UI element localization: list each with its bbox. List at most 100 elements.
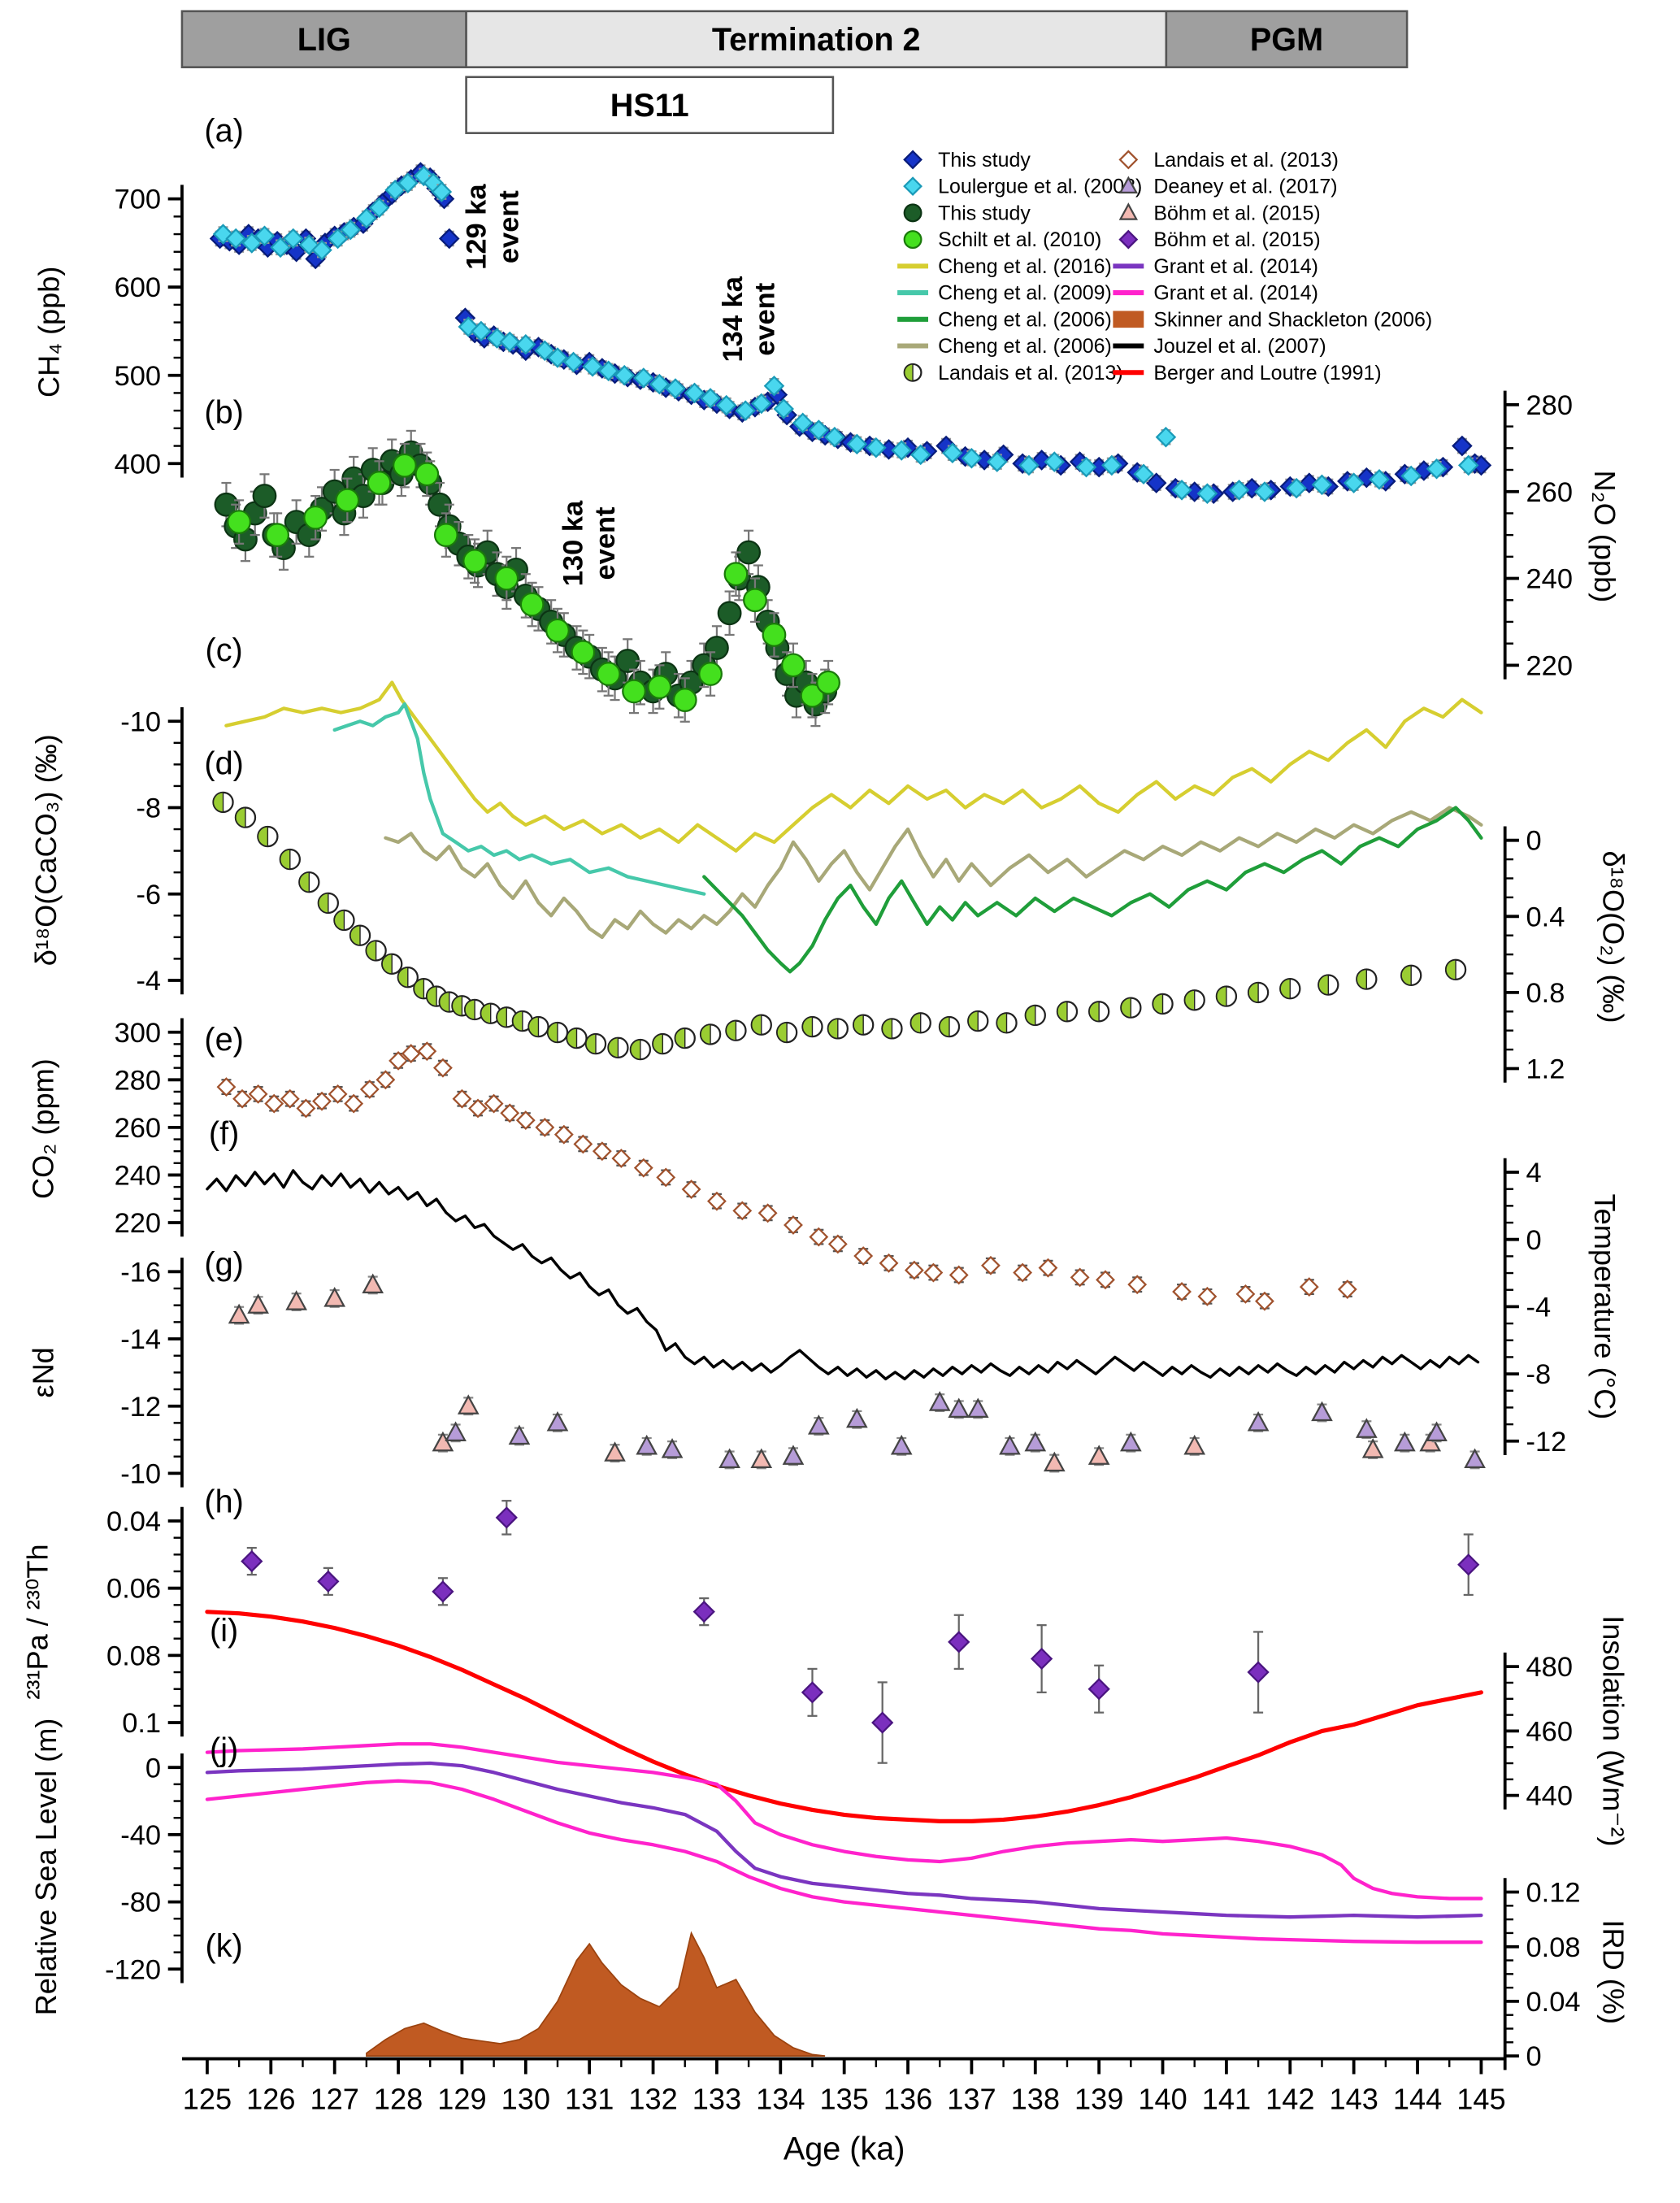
- svg-text:0.4: 0.4: [1526, 902, 1565, 932]
- period-bands: LIG Termination 2 PGM HS11: [180, 10, 1409, 134]
- series-pa-th-bohm-2015: [241, 1500, 1480, 1764]
- series-speleothem-cheng-2009: [332, 702, 706, 896]
- axis-ch4: 700 600 500 400 CH₄ (ppb): [32, 185, 184, 480]
- svg-text:N₂O (ppb): N₂O (ppb): [1588, 470, 1621, 602]
- svg-text:Age (ka): Age (ka): [784, 2131, 905, 2167]
- series-n2o-schilt-2010: [227, 442, 840, 723]
- svg-text:Insolation (Wm⁻²): Insolation (Wm⁻²): [1596, 1615, 1630, 1846]
- svg-text:IRD (%): IRD (%): [1596, 1919, 1630, 2024]
- svg-text:δ¹⁸O(O₂) (‰): δ¹⁸O(O₂) (‰): [1596, 851, 1630, 1023]
- svg-text:Loulergue et al. (2008): Loulergue et al. (2008): [938, 176, 1142, 198]
- axis-ird: 0.12 0.08 0.04 0 IRD (%): [1503, 1878, 1630, 2072]
- series-insolation-berger-loutre-1991: [205, 1610, 1483, 1823]
- series-speleothem-cheng-2006-green: [702, 806, 1483, 974]
- svg-text:CH₄ (ppb): CH₄ (ppb): [32, 267, 65, 398]
- svg-text:Berger and Loutre (1991): Berger and Loutre (1991): [1153, 362, 1381, 385]
- svg-text:260: 260: [115, 1113, 161, 1144]
- svg-text:event: event: [750, 282, 781, 356]
- svg-text:Jouzel et al. (2007): Jouzel et al. (2007): [1153, 335, 1326, 358]
- svg-text:0.1: 0.1: [122, 1708, 161, 1739]
- svg-text:Grant et al. (2014): Grant et al. (2014): [1153, 255, 1318, 278]
- svg-text:This study: This study: [938, 149, 1031, 172]
- axis-co2: 300 280 260 240 220 CO₂ (ppm): [26, 1018, 184, 1239]
- svg-text:-4: -4: [1526, 1292, 1552, 1323]
- svg-text:Landais et al. (2013): Landais et al. (2013): [1153, 149, 1339, 172]
- axis-end: -16 -14 -12 -10 εNd: [26, 1257, 184, 1489]
- svg-text:130 ka: 130 ka: [558, 500, 589, 586]
- svg-text:-10: -10: [120, 1458, 161, 1489]
- svg-text:136: 136: [883, 2083, 932, 2116]
- svg-text:132: 132: [628, 2083, 677, 2116]
- svg-text:480: 480: [1526, 1652, 1573, 1683]
- axis-temp: 4 0 -4 -8 -12 Temperature (°C): [1503, 1158, 1621, 1458]
- svg-text:-8: -8: [136, 793, 161, 824]
- svg-text:Termination 2: Termination 2: [712, 22, 921, 58]
- svg-text:0.06: 0.06: [106, 1574, 161, 1605]
- series-ch4-loulergue-2008: [212, 165, 1479, 504]
- axis-d18o2: 0 0.4 0.8 1.2 δ¹⁸O(O₂) (‰): [1503, 826, 1630, 1085]
- axis-insol: 480 460 440 Insolation (Wm⁻²): [1503, 1615, 1630, 1847]
- axis-rsl: 0 -40 -80 -120 Relative Sea Level (m): [29, 1719, 184, 2016]
- svg-text:PGM: PGM: [1250, 22, 1323, 58]
- svg-text:Relative Sea Level (m): Relative Sea Level (m): [29, 1719, 63, 2016]
- series-speleothem-cheng-2006-olive: [384, 806, 1483, 940]
- svg-text:280: 280: [115, 1065, 161, 1096]
- axis-d18occ: -10 -8 -6 -4 δ¹⁸O(CaCO₃) (‰): [29, 706, 184, 997]
- svg-text:500: 500: [115, 361, 161, 392]
- svg-text:-6: -6: [136, 880, 161, 910]
- series-temperature-jouzel-2007: [206, 1169, 1480, 1381]
- svg-text:LIG: LIG: [297, 22, 351, 58]
- svg-text:(h): (h): [204, 1484, 243, 1520]
- svg-text:Böhm et al. (2015): Böhm et al. (2015): [1153, 228, 1320, 251]
- svg-text:CO₂ (ppm): CO₂ (ppm): [26, 1058, 59, 1199]
- svg-text:400: 400: [115, 449, 161, 480]
- panel-labels: (a) (b) (c) (d) (e) (f) (g) (h) (i) (j) (k): [204, 113, 243, 1964]
- svg-text:700: 700: [115, 185, 161, 215]
- svg-text:0: 0: [1526, 826, 1542, 857]
- svg-text:εNd: εNd: [26, 1347, 59, 1397]
- svg-text:134: 134: [756, 2083, 805, 2116]
- svg-text:460: 460: [1526, 1716, 1573, 1747]
- svg-text:-14: -14: [120, 1324, 161, 1355]
- svg-text:280: 280: [1526, 390, 1573, 421]
- svg-text:131: 131: [565, 2083, 614, 2116]
- svg-text:0.08: 0.08: [106, 1640, 161, 1671]
- svg-text:0: 0: [1526, 1225, 1542, 1256]
- svg-text:140: 140: [1138, 2083, 1187, 2116]
- svg-text:(d): (d): [204, 746, 243, 782]
- svg-text:4: 4: [1526, 1158, 1542, 1188]
- svg-text:(c): (c): [206, 632, 243, 668]
- svg-text:-80: -80: [120, 1888, 161, 1918]
- series-epsilon-nd-bohm-2015: [228, 1273, 1442, 1473]
- svg-text:Grant et al. (2014): Grant et al. (2014): [1153, 282, 1318, 305]
- svg-text:300: 300: [115, 1018, 161, 1049]
- svg-text:Cheng et al. (2006): Cheng et al. (2006): [938, 308, 1112, 331]
- svg-text:0.04: 0.04: [106, 1506, 161, 1537]
- svg-text:130: 130: [501, 2083, 550, 2116]
- svg-text:This study: This study: [938, 202, 1031, 224]
- svg-text:δ¹⁸O(CaCO₃) (‰): δ¹⁸O(CaCO₃) (‰): [29, 734, 63, 966]
- svg-text:133: 133: [692, 2083, 741, 2116]
- series-rsl-grant-2014-lower: [205, 1779, 1483, 1944]
- svg-text:0: 0: [1526, 2041, 1542, 2072]
- svg-text:145: 145: [1456, 2083, 1505, 2116]
- axis-path: 0.04 0.06 0.08 0.1 ²³¹Pa / ²³⁰Th: [21, 1506, 184, 1739]
- svg-text:-10: -10: [120, 706, 161, 737]
- svg-text:0.8: 0.8: [1526, 978, 1565, 1009]
- svg-text:0.12: 0.12: [1526, 1878, 1581, 1909]
- svg-text:Deaney et al. (2017): Deaney et al. (2017): [1153, 176, 1337, 198]
- svg-text:240: 240: [115, 1161, 161, 1192]
- svg-text:128: 128: [374, 2083, 423, 2116]
- svg-text:127: 127: [310, 2083, 359, 2116]
- svg-text:126: 126: [246, 2083, 295, 2116]
- series-co2-landais-2013: [216, 1041, 1357, 1311]
- svg-text:0.08: 0.08: [1526, 1932, 1581, 1963]
- svg-text:135: 135: [820, 2083, 869, 2116]
- svg-text:600: 600: [115, 272, 161, 303]
- svg-text:(a): (a): [204, 113, 243, 149]
- svg-text:event: event: [493, 190, 524, 264]
- svg-text:(k): (k): [206, 1928, 243, 1964]
- series-d18o-o2-landais-2013: [212, 791, 1467, 1061]
